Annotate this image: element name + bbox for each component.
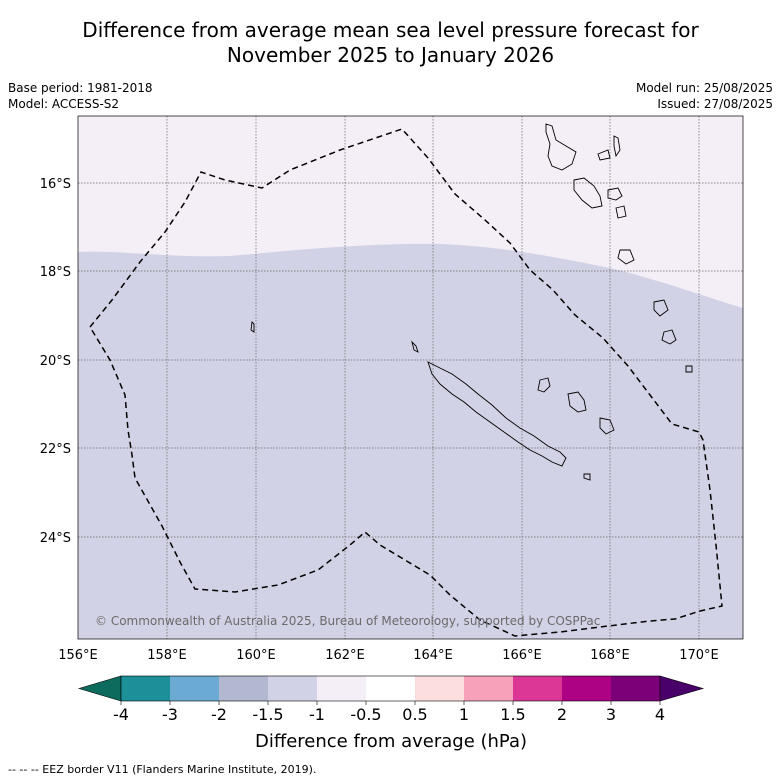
copyright-text: © Commonwealth of Australia 2025, Bureau… [95,614,600,628]
colorbar-segment [415,676,465,701]
islands-coast [250,299,693,481]
loyalty-islands-coast [537,377,615,435]
colorbar-tick-label: -4 [113,705,129,724]
colorbar-label: Difference from average (hPa) [255,731,527,752]
colorbar-segment [611,676,661,701]
colorbar-frame [120,675,661,702]
colorbar-segment [464,676,514,701]
colorbar-tick-label: -3 [162,705,178,724]
lon-label: 160°E [236,648,276,663]
lon-label: 170°E [679,648,719,663]
colorbar-segment [170,676,220,701]
model-name: Model: ACCESS-S2 [8,97,120,111]
lat-axis: 16°S 18°S 20°S 22°S 24°S [40,177,71,546]
new-caledonia-coast [427,361,567,467]
eez-legend: -- -- -- EEZ border V11 (Flanders Marine… [8,763,317,776]
eez-border [89,128,723,637]
anomaly-field-south [78,243,743,639]
map-area [78,116,743,639]
colorbar-tick-label: 3 [606,705,616,724]
lat-label: 22°S [40,442,71,457]
issued-date: Issued: 27/08/2025 [657,97,773,111]
map-frame [77,115,744,640]
meta-left: Base period: 1981-2018 Model: ACCESS-S2 [8,80,153,112]
coastlines [250,123,693,481]
colorbar-tick-label: 0.5 [402,705,427,724]
colorbar-over-triangle [659,675,705,702]
lon-label: 164°E [413,648,453,663]
lon-label: 168°E [590,648,630,663]
base-period: Base period: 1981-2018 [8,81,153,95]
colorbar-tick-label: -1.5 [252,705,283,724]
lat-label: 24°S [40,531,71,546]
model-run: Model run: 25/08/2025 [635,81,773,95]
lat-label: 18°S [40,265,71,280]
lon-label: 166°E [502,648,542,663]
map-gridlines [78,116,743,639]
lat-label: 16°S [40,177,71,192]
colorbar-tick-label: 1.5 [500,705,525,724]
colorbar: -4 -3 -2 -1.5 -1 -0.5 0.5 1 1.5 2 3 4 Difference fr… [77,675,705,752]
colorbar-segment [513,676,563,701]
colorbar-segment [366,676,416,701]
colorbar-under-triangle [77,675,122,702]
colorbar-tick-label: 1 [459,705,469,724]
lon-axis: 156°E 158°E 160°E 162°E 164°E 166°E 168°… [58,648,719,663]
chart-title: Difference from average mean sea level p… [0,18,781,68]
colorbar-segment [268,676,318,701]
colorbar-segment [121,676,171,701]
colorbar-tick-label: 2 [557,705,567,724]
colorbar-tick-label: 4 [655,705,665,724]
colorbar-tick-label: -0.5 [350,705,381,724]
colorbar-segment [562,676,612,701]
lon-label: 162°E [325,648,365,663]
lon-label: 156°E [58,648,98,663]
colorbar-tick-label: -1 [309,705,325,724]
colorbar-tick-label: -2 [211,705,227,724]
lon-label: 158°E [147,648,187,663]
title-line-2: November 2025 to January 2026 [226,43,555,67]
meta-right: Model run: 25/08/2025 Issued: 27/08/2025 [636,80,773,112]
colorbar-segment [219,676,269,701]
lat-label: 20°S [40,354,71,369]
colorbar-segment [317,676,367,701]
vanuatu-coast [545,123,635,265]
title-line-1: Difference from average mean sea level p… [82,18,699,42]
